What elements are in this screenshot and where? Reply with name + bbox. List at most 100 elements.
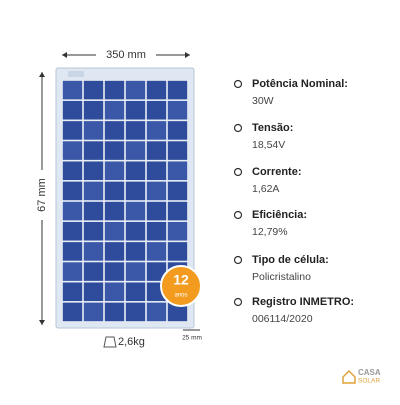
solar-cell	[104, 201, 125, 221]
solar-cell	[125, 221, 146, 241]
solar-cell	[125, 201, 146, 221]
solar-cell	[167, 221, 188, 241]
solar-cell	[62, 121, 83, 140]
logo-line2: SOLAR	[358, 378, 380, 385]
solar-cell	[146, 161, 167, 181]
spec-icon	[233, 79, 243, 89]
solar-cell	[146, 262, 167, 281]
solar-cell	[146, 121, 167, 140]
solar-cell	[104, 161, 125, 181]
solar-cell	[62, 181, 83, 201]
label-bg	[96, 47, 156, 63]
spec-label: Corrente:	[252, 166, 302, 178]
solar-cell	[146, 181, 167, 201]
solar-cell	[83, 302, 104, 322]
width-label: 350 mm	[106, 49, 146, 61]
solar-cell	[62, 302, 83, 322]
spec-label: Potência Nominal:	[252, 78, 348, 90]
solar-cell	[167, 121, 188, 140]
solar-cell	[62, 201, 83, 221]
spec-label: Eficiência:	[252, 209, 307, 221]
solar-cell	[125, 141, 146, 160]
solar-cell	[125, 181, 146, 201]
logo-icon	[342, 369, 356, 384]
solar-cell	[62, 100, 83, 120]
solar-cell	[125, 100, 146, 120]
badge-unit: anos	[174, 293, 187, 299]
solar-cell	[104, 262, 125, 281]
solar-cell	[83, 181, 104, 201]
solar-cell	[104, 121, 125, 140]
spec-label: Registro INMETRO:	[252, 296, 354, 308]
spec-value: Policristalino	[252, 271, 311, 283]
solar-cell	[104, 141, 125, 160]
solar-cell	[62, 80, 83, 100]
solar-cell	[83, 282, 104, 302]
solar-cell	[125, 282, 146, 302]
warranty-badge	[160, 265, 202, 307]
solar-cell	[83, 201, 104, 221]
solar-cell	[167, 302, 188, 322]
weight: 2,6kg	[118, 336, 145, 348]
solar-cell	[167, 242, 188, 261]
spec-icon	[233, 255, 243, 265]
solar-cell	[146, 302, 167, 322]
solar-cell	[125, 121, 146, 140]
solar-cell	[125, 80, 146, 100]
solar-cell	[104, 221, 125, 241]
solar-cell	[167, 161, 188, 181]
solar-cell	[104, 80, 125, 100]
solar-cell	[62, 161, 83, 181]
solar-cell	[83, 221, 104, 241]
frame-label: 25 mm	[182, 335, 202, 342]
solar-cell	[167, 201, 188, 221]
solar-cell	[125, 262, 146, 281]
solar-cell	[83, 262, 104, 281]
solar-cell	[125, 302, 146, 322]
spec-icon	[233, 123, 243, 133]
spec-label: Tensão:	[252, 122, 293, 134]
solar-cell	[167, 100, 188, 120]
spec-value: 18,54V	[252, 139, 285, 151]
solar-cell	[62, 282, 83, 302]
solar-cell	[104, 282, 125, 302]
solar-cell	[83, 80, 104, 100]
solar-cell	[83, 141, 104, 160]
spec-value: 12,79%	[252, 226, 288, 238]
solar-cell	[167, 141, 188, 160]
solar-cell	[146, 201, 167, 221]
spec-value: 006114/2020	[252, 313, 313, 325]
solar-cell	[104, 181, 125, 201]
solar-cell	[146, 100, 167, 120]
solar-cell	[167, 80, 188, 100]
spec-icon	[233, 210, 243, 220]
spec-value: 30W	[252, 95, 274, 107]
solar-cell	[146, 141, 167, 160]
solar-cell	[146, 242, 167, 261]
height-label: 67 mm	[36, 178, 48, 212]
solar-cell	[83, 242, 104, 261]
solar-cell	[104, 242, 125, 261]
label-bg	[34, 170, 50, 220]
solar-cell	[125, 161, 146, 181]
solar-cell	[83, 121, 104, 140]
weight-icon	[103, 336, 117, 348]
logo-line1: CASA	[358, 368, 381, 377]
panel-sticker	[68, 71, 84, 77]
spec-icon	[233, 167, 243, 177]
solar-cell	[62, 141, 83, 160]
solar-cell	[62, 262, 83, 281]
solar-cell	[167, 181, 188, 201]
solar-cell	[146, 221, 167, 241]
solar-cell	[146, 80, 167, 100]
spec-label: Tipo de célula:	[252, 254, 329, 266]
solar-cell	[83, 161, 104, 181]
solar-cell	[104, 302, 125, 322]
solar-cell	[62, 242, 83, 261]
solar-cell	[125, 242, 146, 261]
solar-cell	[62, 221, 83, 241]
spec-icon	[233, 297, 243, 307]
solar-cell	[104, 100, 125, 120]
badge-number: 12	[173, 272, 189, 288]
